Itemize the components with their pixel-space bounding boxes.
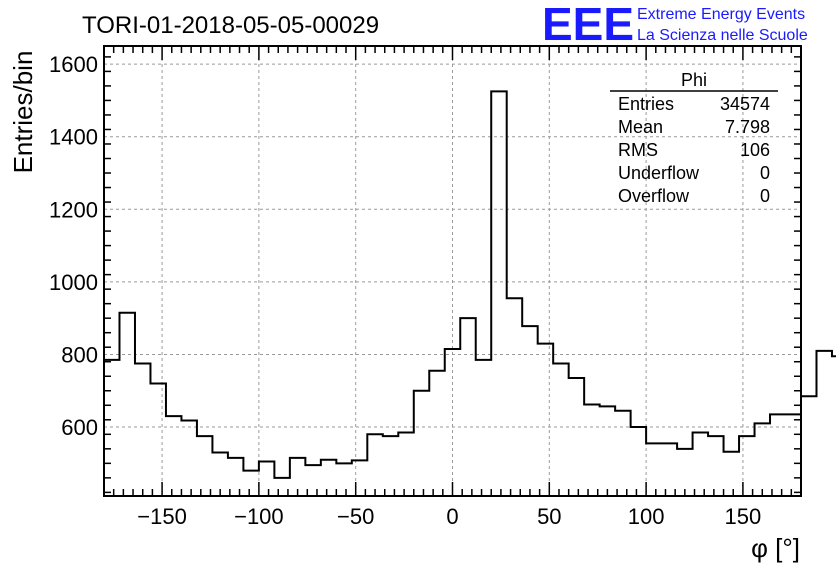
y-tick-label: 800: [61, 342, 98, 367]
y-tick-label: 600: [61, 415, 98, 440]
histogram-bin: [708, 436, 723, 496]
y-tick-labels: 600 800 1000 1200 1400 1600: [49, 52, 98, 440]
histogram-bin: [259, 462, 274, 496]
histogram-bin: [553, 364, 568, 496]
stats-label: Entries: [618, 94, 674, 114]
histogram-bin: [414, 391, 429, 496]
histogram-bin: [662, 443, 677, 496]
histogram-bin: [522, 326, 537, 496]
stats-value: 34574: [720, 94, 770, 114]
histogram-bin: [600, 406, 615, 496]
stats-label: Underflow: [618, 163, 700, 183]
logo-line-1: Extreme Energy Events: [637, 6, 805, 23]
histogram-bin: [243, 471, 258, 496]
stats-label: RMS: [618, 140, 658, 160]
stats-value: 0: [760, 163, 770, 183]
histogram-bin: [755, 423, 770, 496]
grid-lines: [104, 46, 801, 496]
histogram-bin: [786, 414, 801, 496]
histogram-bin: [507, 298, 522, 496]
y-tick-label: 1600: [49, 52, 98, 77]
y-tick-label: 1200: [49, 197, 98, 222]
histogram-bin: [321, 460, 336, 496]
x-tick-label: −50: [337, 504, 374, 529]
histogram-bin: [181, 421, 196, 496]
histogram-bin: [631, 427, 646, 496]
histogram-bin: [166, 416, 181, 496]
histogram-bin: [693, 432, 708, 496]
x-tick-label: 100: [628, 504, 665, 529]
stats-value: 7.798: [725, 117, 770, 137]
histogram-bin: [398, 432, 413, 496]
histogram-bin: [584, 405, 599, 496]
histogram-bin: [538, 344, 553, 496]
histogram-bin: [646, 443, 661, 496]
histogram-bin: [429, 371, 444, 496]
stats-box: Phi Entries 34574 Mean 7.798 RMS 106 Underflow…: [610, 70, 778, 206]
stats-value: 0: [760, 186, 770, 206]
x-tick-labels: −150 −100 −50 0 50 100 150: [137, 504, 761, 529]
histogram-bin: [801, 396, 816, 496]
histogram-bin: [119, 313, 134, 496]
histogram-bin: [135, 364, 150, 496]
x-tick-label: 50: [537, 504, 561, 529]
chart-title: TORI-01-2018-05-05-00029: [82, 12, 379, 39]
y-tick-label: 1000: [49, 270, 98, 295]
histogram-bin: [832, 356, 836, 496]
axis-ticks: [104, 46, 801, 496]
histogram-bin: [104, 360, 119, 496]
logo-line-2: La Scienza nelle Scuole: [637, 27, 808, 44]
histogram-bin: [150, 384, 165, 497]
y-axis-label: Entries/bin: [8, 51, 38, 174]
histogram-outline: [103, 90, 836, 496]
x-tick-label: 0: [446, 504, 458, 529]
x-tick-label: −100: [234, 504, 284, 529]
histogram-bin: [367, 434, 382, 496]
histogram-bin: [615, 411, 630, 496]
x-tick-label: −150: [137, 504, 187, 529]
x-axis-label: φ [°]: [751, 533, 800, 563]
eee-logo: EEE Extreme Energy Events La Scienza nel…: [542, 0, 808, 50]
logo-mark: EEE: [542, 0, 634, 50]
stats-label: Mean: [618, 117, 663, 137]
stats-title: Phi: [681, 70, 707, 90]
histogram-bin: [197, 436, 212, 496]
stats-label: Overflow: [618, 186, 690, 206]
histogram-bin: [677, 449, 692, 496]
histogram-bin: [816, 351, 831, 496]
histogram-bin: [491, 91, 506, 496]
histogram-bin: [336, 463, 351, 496]
histogram-bin: [383, 436, 398, 496]
histogram-bin: [460, 318, 475, 496]
histogram-bin: [476, 360, 491, 496]
histogram-bin: [569, 378, 584, 496]
stats-value: 106: [740, 140, 770, 160]
histogram-bin: [739, 436, 754, 496]
x-tick-label: 150: [725, 504, 762, 529]
histogram-bin: [724, 452, 739, 496]
y-tick-label: 1400: [49, 125, 98, 150]
